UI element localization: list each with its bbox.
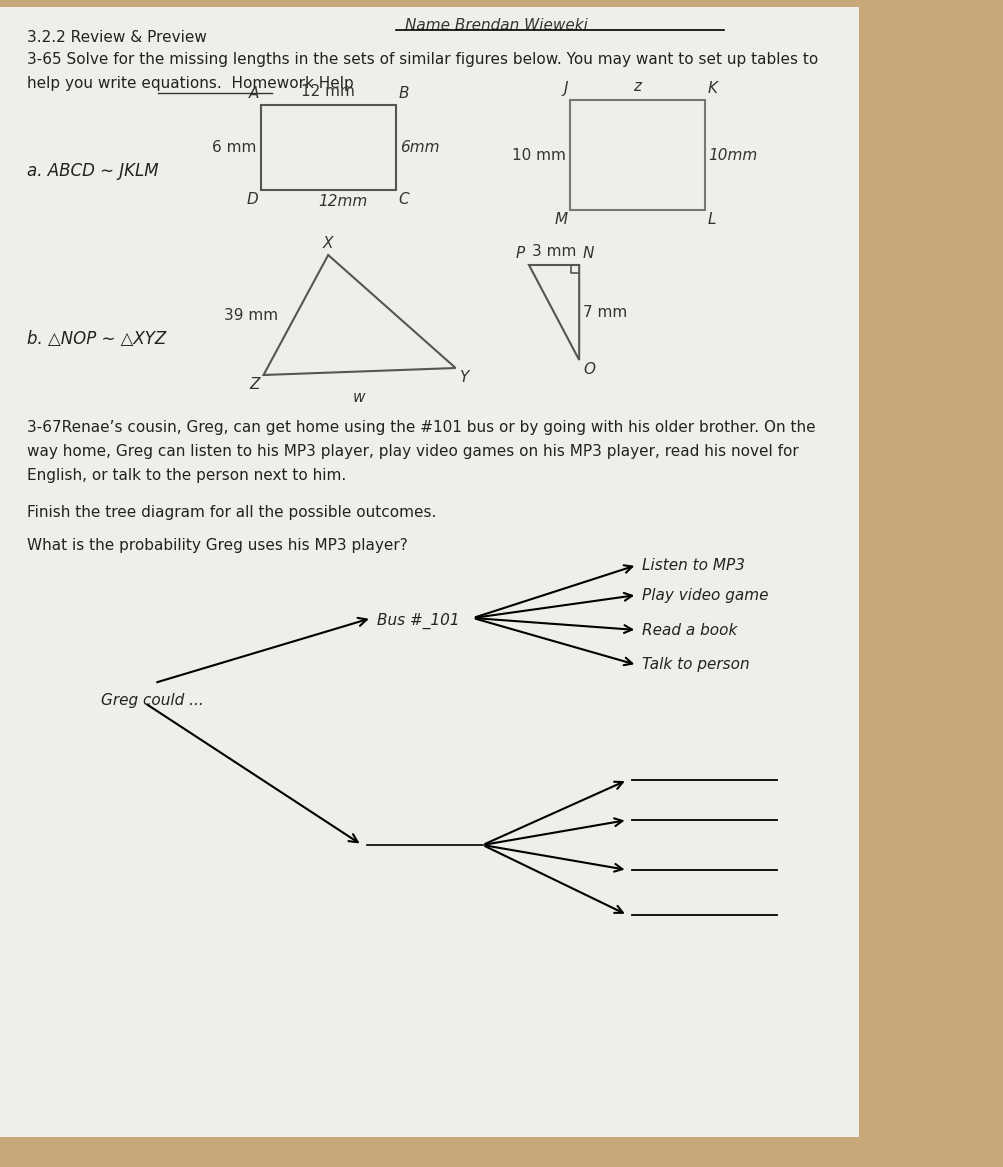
Bar: [261, 105, 395, 190]
Text: 7 mm: 7 mm: [583, 305, 627, 320]
Text: Talk to person: Talk to person: [641, 657, 749, 672]
Text: Listen to MP3: Listen to MP3: [641, 558, 744, 573]
Text: L: L: [707, 212, 715, 228]
Text: 12mm: 12mm: [318, 194, 367, 209]
Text: J: J: [563, 81, 567, 96]
Text: K: K: [707, 81, 717, 96]
Text: 3 mm: 3 mm: [532, 244, 576, 259]
Text: B: B: [398, 86, 409, 102]
Text: Finish the tree diagram for all the possible outcomes.: Finish the tree diagram for all the poss…: [27, 505, 436, 520]
Text: 12 mm: 12 mm: [301, 84, 355, 99]
Text: English, or talk to the person next to him.: English, or talk to the person next to h…: [27, 468, 346, 483]
Text: way home, Greg can listen to his MP3 player, play video games on his MP3 player,: way home, Greg can listen to his MP3 pla…: [27, 443, 798, 459]
Text: P: P: [516, 246, 525, 261]
Text: A: A: [248, 86, 259, 102]
Text: a. ABCD ∼ JKLM: a. ABCD ∼ JKLM: [27, 162, 158, 180]
Text: N: N: [583, 246, 594, 261]
Text: 6mm: 6mm: [399, 140, 438, 154]
Text: 39 mm: 39 mm: [224, 307, 278, 322]
Text: 10mm: 10mm: [708, 147, 757, 162]
Text: 10 mm: 10 mm: [512, 147, 565, 162]
Text: Name Brendan Wieweki: Name Brendan Wieweki: [405, 18, 588, 33]
Text: What is the probability Greg uses his MP3 player?: What is the probability Greg uses his MP…: [27, 538, 407, 553]
Text: O: O: [583, 362, 595, 377]
Text: 3-65 Solve for the missing lengths in the sets of similar figures below. You may: 3-65 Solve for the missing lengths in th…: [27, 53, 817, 67]
Text: Bus #_101: Bus #_101: [377, 613, 459, 629]
Text: b. △NOP ∼ △XYZ: b. △NOP ∼ △XYZ: [27, 330, 166, 348]
Text: Greg could ...: Greg could ...: [101, 693, 204, 708]
Bar: [569, 100, 704, 210]
Text: Read a book: Read a book: [641, 622, 736, 637]
Text: z: z: [633, 79, 641, 95]
Text: Z: Z: [249, 377, 260, 392]
Text: 6 mm: 6 mm: [213, 140, 257, 154]
Text: Play video game: Play video game: [641, 587, 767, 602]
FancyBboxPatch shape: [0, 7, 859, 1137]
Text: D: D: [247, 193, 259, 207]
Text: 3-67Renae’s cousin, Greg, can get home using the #101 bus or by going with his o: 3-67Renae’s cousin, Greg, can get home u…: [27, 420, 814, 435]
Text: C: C: [398, 193, 409, 207]
Text: M: M: [554, 212, 567, 228]
Text: X: X: [323, 236, 333, 251]
Text: 3.2.2 Review & Preview: 3.2.2 Review & Preview: [27, 30, 207, 46]
Text: w: w: [352, 390, 365, 405]
Text: Y: Y: [459, 370, 468, 385]
Text: help you write equations.  Homework Help: help you write equations. Homework Help: [27, 76, 353, 91]
